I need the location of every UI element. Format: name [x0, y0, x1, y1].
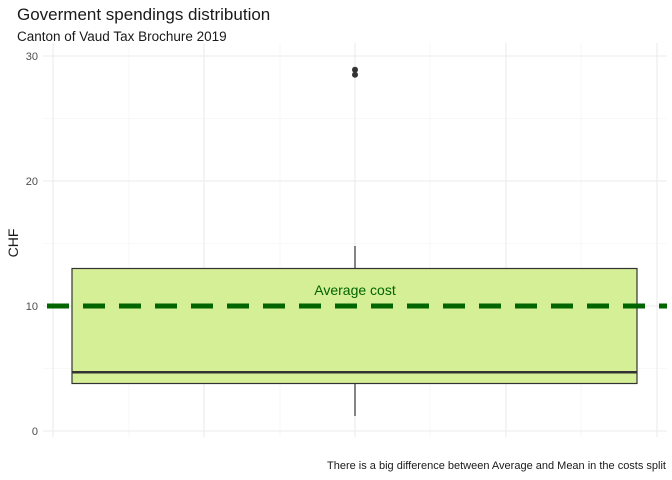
chart-title: Goverment spendings distribution [17, 5, 271, 24]
chart-subtitle: Canton of Vaud Tax Brochure 2019 [17, 29, 227, 44]
outlier-point [352, 66, 358, 73]
outlier-point [352, 71, 358, 78]
y-tick-label: 20 [26, 176, 38, 188]
box-group [71, 66, 638, 416]
chart-caption: There is a big difference between Averag… [327, 460, 666, 472]
y-tick-label: 30 [26, 51, 38, 63]
box-iqr [71, 267, 638, 385]
y-axis: 0 10 20 30 [26, 51, 38, 438]
y-tick-label: 0 [32, 426, 38, 438]
reference-line-group: Average cost [43, 282, 667, 309]
y-tick-label: 10 [26, 301, 38, 313]
average-cost-label: Average cost [314, 282, 396, 298]
y-axis-label: CHF [5, 229, 21, 258]
